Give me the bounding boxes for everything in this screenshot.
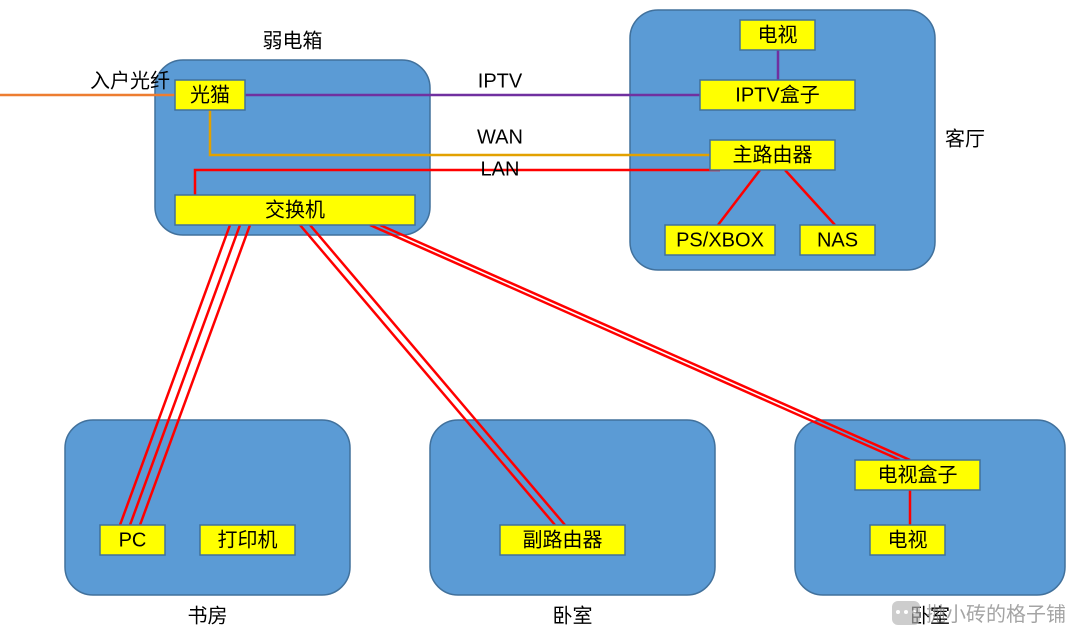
- device-label-tv-bedroom: 电视: [888, 528, 928, 551]
- device-label-nas: NAS: [817, 229, 858, 251]
- network-diagram: 入户光纤IPTVWANLAN光猫交换机电视IPTV盒子主路由器PS/XBOXNA…: [0, 0, 1080, 637]
- wechat-bubble-icon: [892, 601, 920, 625]
- watermark: 抛小砖的格子铺: [892, 598, 1066, 627]
- device-label-tv-living: 电视: [758, 23, 798, 46]
- device-label-tv-box: 电视盒子: [878, 463, 958, 486]
- region-label-study: 书房: [188, 604, 228, 627]
- device-label-switch: 交换机: [265, 198, 325, 221]
- watermark-text: 抛小砖的格子铺: [926, 598, 1066, 627]
- edge-label-wan: WAN: [477, 126, 523, 148]
- device-label-sub-router: 副路由器: [523, 528, 603, 551]
- edge-label-fiber-in: 入户光纤: [90, 69, 170, 92]
- edge-label-lan-router-to-switch: LAN: [481, 158, 520, 180]
- device-label-optical-modem: 光猫: [190, 83, 230, 106]
- device-label-pc: PC: [119, 529, 147, 551]
- edge-label-iptv: IPTV: [478, 70, 523, 92]
- device-label-ps-xbox: PS/XBOX: [676, 229, 764, 251]
- device-label-iptv-box: IPTV盒子: [735, 83, 819, 106]
- region-label-weak-box: 弱电箱: [263, 29, 323, 52]
- region-label-living-room: 客厅: [945, 127, 985, 150]
- region-label-bedroom1: 卧室: [553, 604, 593, 627]
- region-study: [65, 420, 350, 595]
- region-bedroom1: [430, 420, 715, 595]
- region-bedroom2: [795, 420, 1065, 595]
- device-label-main-router: 主路由器: [733, 143, 813, 166]
- device-label-printer: 打印机: [218, 528, 278, 551]
